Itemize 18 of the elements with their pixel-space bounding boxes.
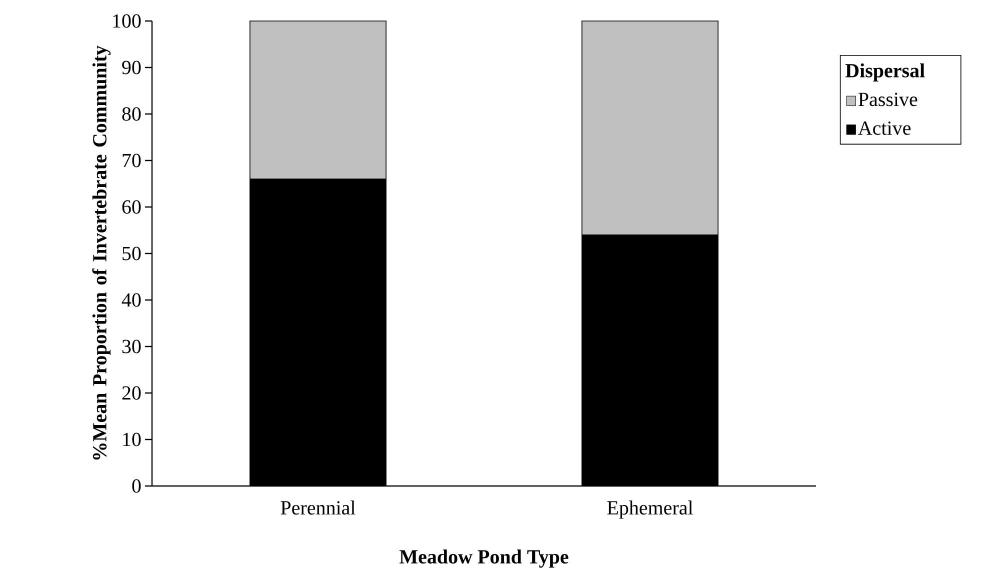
legend-title: Dispersal xyxy=(845,63,925,82)
y-tick-label: 60 xyxy=(122,200,141,214)
y-tick-label: 90 xyxy=(122,60,141,74)
y-tick-label: 20 xyxy=(122,386,141,400)
y-axis-title: %Mean Proportion of Invertebrate Community xyxy=(92,46,111,460)
y-tick-label: 80 xyxy=(122,107,141,121)
y-tick-label: 0 xyxy=(132,479,141,493)
legend-label: Active xyxy=(858,121,911,135)
x-axis-title: Meadow Pond Type xyxy=(400,550,568,568)
y-tick-label: 70 xyxy=(122,154,141,168)
y-tick-label: 50 xyxy=(122,246,141,260)
y-tick-label: 100 xyxy=(113,14,141,28)
y-tick-label: 10 xyxy=(123,432,141,446)
legend-label: Passive xyxy=(858,92,918,106)
y-tick-label: 30 xyxy=(122,340,141,354)
x-tick-label: Ephemeral xyxy=(607,500,693,519)
x-tick-label: Perennial xyxy=(280,500,356,515)
y-tick-label: 40 xyxy=(122,293,141,307)
